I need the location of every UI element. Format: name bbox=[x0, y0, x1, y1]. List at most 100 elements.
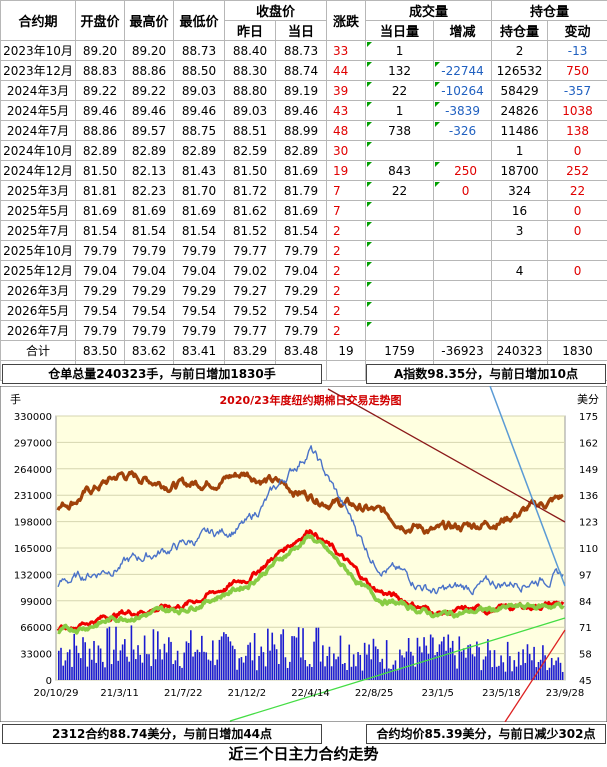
table-cell: 88.73 bbox=[274, 40, 328, 61]
y-left-tick-label: 198000 bbox=[14, 518, 52, 529]
table-cell bbox=[365, 200, 435, 221]
volume-bar bbox=[247, 644, 249, 680]
table-cell: 3 bbox=[491, 220, 549, 241]
volume-bar bbox=[73, 633, 76, 680]
volume-bar bbox=[515, 666, 518, 680]
header-oi-change: 变动 bbox=[547, 20, 607, 41]
table-cell: 83.62 bbox=[124, 340, 174, 361]
y-left-tick-label: 330000 bbox=[14, 412, 52, 423]
volume-bar bbox=[106, 628, 109, 680]
table-row: 2025年12月 79.04 79.04 79.04 79.02 79.04 2 4 0 bbox=[0, 260, 607, 281]
table-cell: 89.03 bbox=[224, 100, 276, 121]
volume-bar bbox=[306, 666, 309, 680]
volume-bar bbox=[324, 666, 326, 680]
table-cell bbox=[433, 200, 493, 221]
volume-bar bbox=[139, 654, 142, 680]
volume-bar bbox=[172, 663, 175, 680]
volume-bar bbox=[146, 654, 148, 680]
volume-bar bbox=[403, 657, 406, 680]
table-cell: 79.29 bbox=[173, 280, 225, 301]
volume-bar bbox=[95, 662, 98, 680]
table-cell: 81.54 bbox=[274, 220, 328, 241]
volume-bar bbox=[348, 644, 351, 680]
table-cell: 79.77 bbox=[224, 320, 276, 341]
volume-bar bbox=[104, 667, 106, 680]
table-cell: 2024年3月 bbox=[0, 80, 76, 101]
volume-bar bbox=[113, 649, 115, 680]
table-cell: 79.79 bbox=[75, 320, 125, 341]
table-cell: 88.80 bbox=[224, 80, 276, 101]
table-cell: 79.79 bbox=[173, 240, 225, 261]
y-right-tick-label: 45 bbox=[579, 676, 592, 687]
volume-bar bbox=[379, 662, 381, 680]
volume-bar bbox=[337, 656, 340, 680]
volume-bar bbox=[185, 641, 188, 680]
table-cell: 22 bbox=[547, 180, 607, 201]
volume-bar bbox=[64, 660, 67, 680]
volume-bar bbox=[471, 654, 474, 680]
table-row: 2026年7月 79.79 79.79 79.79 79.77 79.79 2 bbox=[0, 320, 607, 341]
volume-bar bbox=[86, 666, 89, 680]
table-cell: 79.52 bbox=[224, 300, 276, 321]
table-cell: 88.51 bbox=[224, 120, 276, 141]
table-row: 2024年5月 89.46 89.46 89.46 89.03 89.46 43 1 -3839… bbox=[0, 100, 607, 121]
volume-bar bbox=[300, 657, 302, 680]
volume-bar bbox=[513, 660, 516, 680]
volume-bar bbox=[260, 646, 263, 680]
table-cell: 2025年5月 bbox=[0, 200, 76, 221]
table-cell: 2024年5月 bbox=[0, 100, 76, 121]
table-cell bbox=[433, 300, 493, 321]
table-cell: 19 bbox=[326, 340, 367, 361]
header-oi: 持仓量 bbox=[491, 20, 549, 41]
table-row: 2024年3月 89.22 89.22 89.03 88.80 89.19 39 22 -102… bbox=[0, 80, 607, 101]
table-cell: 88.50 bbox=[173, 60, 225, 81]
table-cell: 0 bbox=[433, 180, 493, 201]
table-cell bbox=[491, 320, 549, 341]
volume-bar bbox=[231, 645, 234, 680]
volume-bar bbox=[509, 656, 511, 680]
volume-bar bbox=[214, 665, 216, 680]
table-cell: 89.22 bbox=[124, 80, 174, 101]
volume-bar bbox=[62, 665, 65, 680]
table-row: 2024年7月 88.86 89.57 88.75 88.51 88.99 48 738 -32… bbox=[0, 120, 607, 141]
volume-bar bbox=[165, 652, 168, 680]
volume-bar bbox=[58, 650, 60, 680]
table-cell bbox=[491, 300, 549, 321]
volume-bar bbox=[251, 660, 254, 680]
table-cell: 79.79 bbox=[75, 240, 125, 261]
table-cell bbox=[433, 280, 493, 301]
volume-bar bbox=[374, 646, 377, 680]
table-cell: 1759 bbox=[365, 340, 435, 361]
table-cell: 2025年3月 bbox=[0, 180, 76, 201]
table-cell: 1 bbox=[365, 40, 435, 61]
table-row: 2024年12月 81.50 82.13 81.43 81.50 81.69 19 843 25… bbox=[0, 160, 607, 181]
table-cell: 81.54 bbox=[124, 220, 174, 241]
volume-bar bbox=[227, 636, 230, 680]
table-cell bbox=[547, 280, 607, 301]
volume-bar bbox=[82, 637, 84, 680]
table-cell: 79.29 bbox=[75, 280, 125, 301]
table-cell: 88.40 bbox=[224, 40, 276, 61]
volume-bar bbox=[121, 644, 124, 680]
volume-bar bbox=[205, 652, 208, 680]
volume-bar bbox=[179, 666, 181, 680]
volume-bar bbox=[328, 646, 331, 680]
table-cell: 81.72 bbox=[224, 180, 276, 201]
volume-bar bbox=[363, 642, 366, 680]
table-cell: 82.89 bbox=[173, 140, 225, 161]
volume-bar bbox=[253, 633, 256, 680]
volume-bar bbox=[436, 651, 439, 680]
volume-bar bbox=[377, 649, 379, 680]
volume-bar bbox=[108, 626, 111, 680]
volume-bar bbox=[414, 666, 417, 680]
volume-bar bbox=[317, 627, 320, 680]
table-cell bbox=[365, 260, 435, 281]
volume-bar bbox=[203, 651, 205, 680]
table-cell bbox=[433, 260, 493, 281]
table-cell: 79.04 bbox=[75, 260, 125, 281]
volume-bar bbox=[438, 644, 441, 680]
volume-bar bbox=[341, 663, 344, 680]
y-right-tick-label: 84 bbox=[579, 597, 592, 608]
table-cell: 89.57 bbox=[124, 120, 174, 141]
table-cell: 81.69 bbox=[274, 160, 328, 181]
